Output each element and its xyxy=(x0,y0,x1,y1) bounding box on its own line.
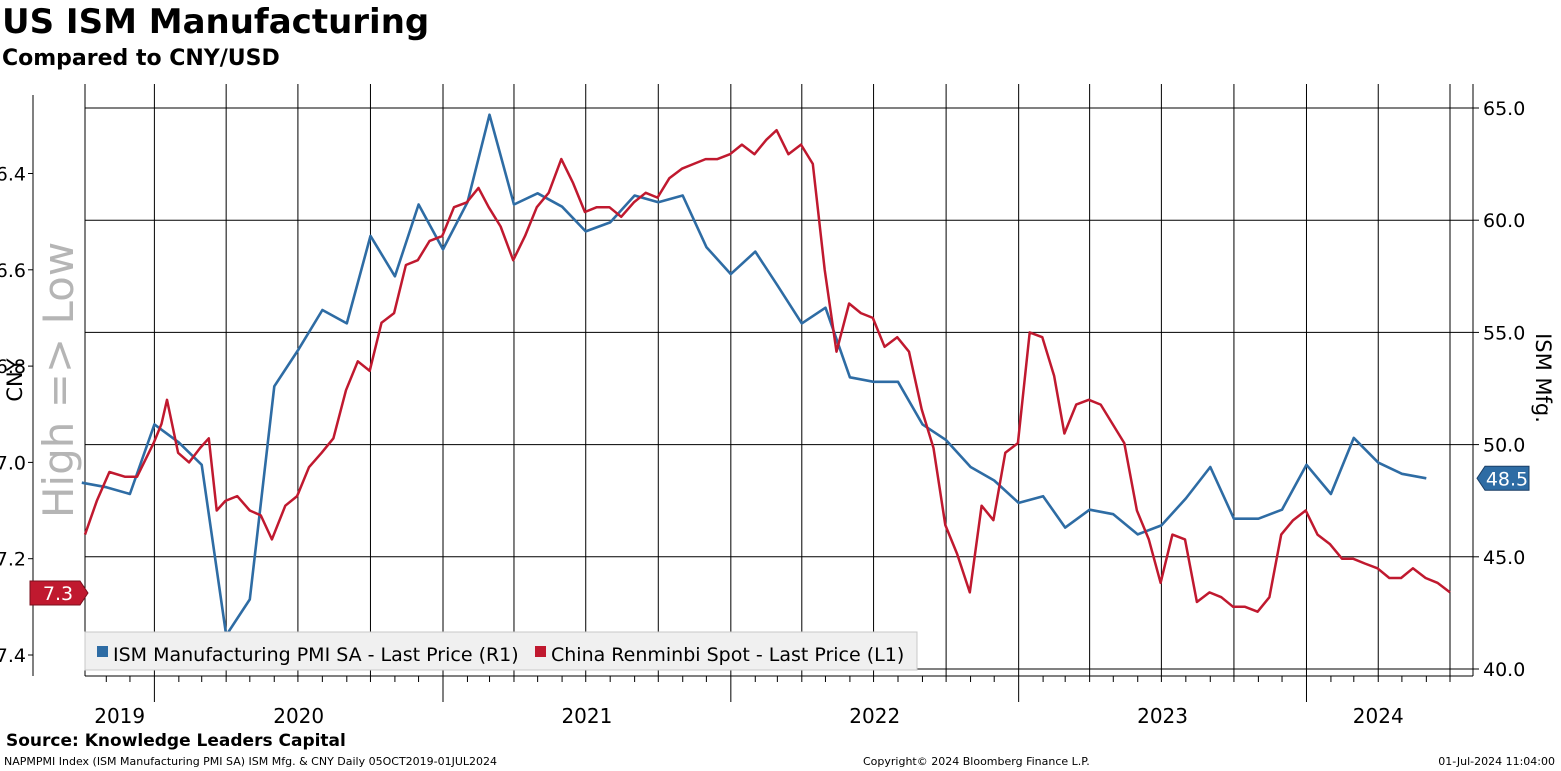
left-tick-label: 6.4 xyxy=(0,164,26,186)
ticker-info: NAPMPMI Index (ISM Manufacturing PMI SA)… xyxy=(4,755,498,768)
ism-series-line xyxy=(81,113,1427,637)
right-tick-label: 50.0 xyxy=(1483,435,1525,457)
year-label: 2023 xyxy=(1137,704,1188,728)
chart-subtitle: Compared to CNY/USD xyxy=(2,46,280,71)
year-label: 2022 xyxy=(849,704,900,728)
year-label: 2024 xyxy=(1353,704,1404,728)
right-tick-label: 60.0 xyxy=(1483,210,1525,232)
cny-last-flag xyxy=(29,580,89,606)
ism-last-flag xyxy=(1476,465,1530,491)
cny-series-line xyxy=(83,128,1451,613)
left-tick-label: 7.0 xyxy=(0,452,26,474)
chart-title: US ISM Manufacturing xyxy=(2,2,430,42)
ism-last-value: 48.5 xyxy=(1486,468,1528,490)
left-tick-label: 7.4 xyxy=(0,645,26,667)
left-tick-label: 6.8 xyxy=(0,356,26,378)
right-tick-label: 40.0 xyxy=(1483,659,1525,681)
legend-label-ism: ISM Manufacturing PMI SA - Last Price (R… xyxy=(113,644,519,666)
copyright: Copyright© 2024 Bloomberg Finance L.P. xyxy=(863,755,1090,768)
legend-box xyxy=(84,631,918,671)
legend-swatch-ism xyxy=(97,646,108,657)
cny-last-value: 7.3 xyxy=(43,583,73,605)
left-tick-label: 6.6 xyxy=(0,260,26,282)
year-label: 2021 xyxy=(561,704,612,728)
timestamp: 01-Jul-2024 11:04:00 xyxy=(1438,755,1555,768)
right-tick-label: 55.0 xyxy=(1483,322,1525,344)
left-axis-title: CNY xyxy=(3,358,27,401)
legend-label-cny: China Renminbi Spot - Last Price (L1) xyxy=(551,644,904,666)
source-note: Source: Knowledge Leaders Capital xyxy=(6,731,346,751)
year-label: 2019 xyxy=(94,704,145,728)
right-tick-label: 65.0 xyxy=(1483,98,1525,120)
year-label: 2020 xyxy=(273,704,324,728)
legend-swatch-cny xyxy=(535,646,546,657)
right-tick-label: 45.0 xyxy=(1483,547,1525,569)
left-tick-label: 7.2 xyxy=(0,549,26,571)
watermark-text: High => Low xyxy=(34,242,83,518)
right-axis-title: ISM Mfg. xyxy=(1531,333,1555,423)
